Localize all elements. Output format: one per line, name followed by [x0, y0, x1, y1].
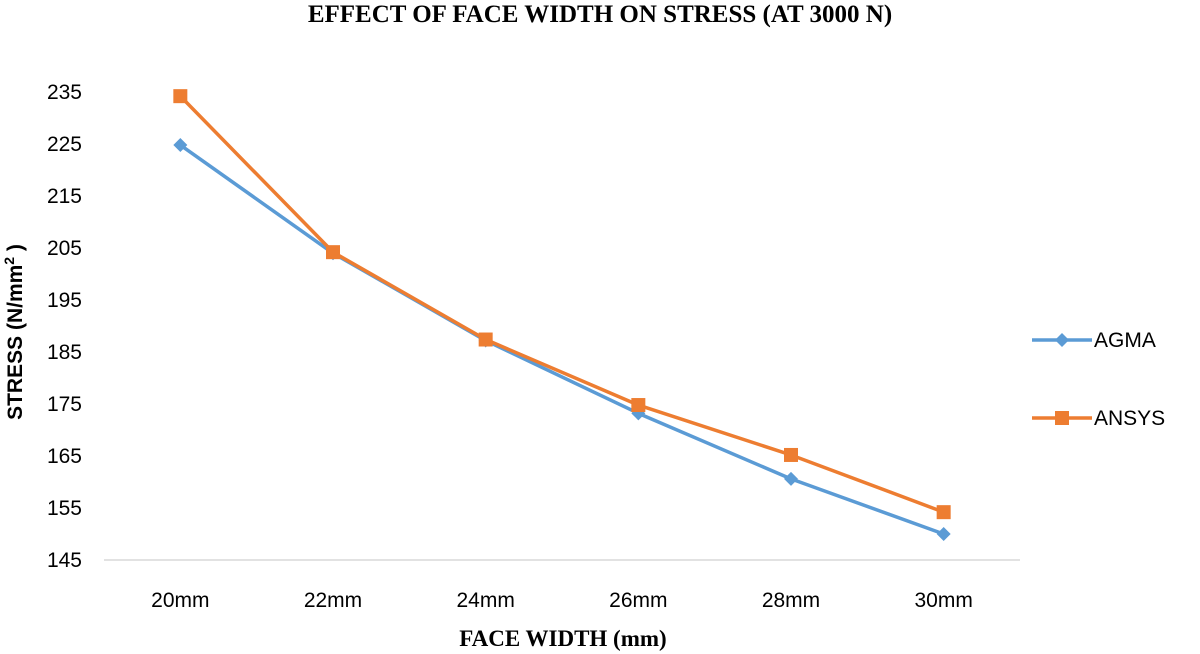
y-tick-label: 175 — [47, 393, 82, 416]
x-axis-label: FACE WIDTH (mm) — [459, 626, 666, 651]
x-tick-label: 26mm — [609, 589, 667, 612]
y-tick-label: 225 — [47, 133, 82, 156]
y-axis-label-close: ) — [4, 244, 27, 257]
x-axis-ticks: 20mm 22mm 24mm 26mm 28mm 30mm — [151, 589, 973, 612]
y-tick-label: 215 — [47, 185, 82, 208]
y-tick-label: 185 — [47, 341, 82, 364]
series-line — [179, 143, 945, 536]
y-axis-ticks: 145 155 165 175 185 195 205 215 225 235 — [47, 81, 82, 572]
series-line — [179, 94, 945, 514]
x-tick-label: 20mm — [151, 589, 209, 612]
y-axis-label-superscript: 2 — [1, 257, 17, 265]
data-point — [936, 527, 951, 541]
legend-marker — [1055, 411, 1069, 425]
x-tick-label: 28mm — [762, 589, 820, 612]
chart-title: EFFECT OF FACE WIDTH ON STRESS (AT 3000 … — [308, 1, 892, 28]
data-point — [173, 138, 188, 153]
data-point — [326, 245, 340, 260]
y-tick-label: 195 — [47, 289, 82, 312]
legend-item-ansys: ANSYS — [1032, 407, 1165, 430]
data-point — [936, 505, 951, 520]
x-tick-label: 22mm — [304, 589, 362, 612]
y-tick-label: 145 — [47, 549, 82, 572]
series-ansys — [173, 89, 951, 520]
series-agma — [173, 138, 951, 541]
data-point — [784, 447, 798, 462]
legend-marker — [1055, 333, 1069, 347]
x-tick-label: 30mm — [914, 589, 972, 612]
legend-label: ANSYS — [1094, 407, 1165, 430]
data-point — [631, 398, 646, 413]
legend-item-agma: AGMA — [1032, 329, 1156, 352]
data-point — [784, 471, 798, 486]
data-point — [478, 332, 493, 347]
y-axis-label-main: STRESS (N/mm — [4, 265, 27, 420]
y-tick-label: 165 — [47, 445, 82, 468]
legend: AGMA ANSYS — [1032, 329, 1165, 430]
y-tick-label: 155 — [47, 497, 82, 520]
y-tick-label: 235 — [47, 81, 82, 104]
x-tick-label: 24mm — [456, 589, 514, 612]
data-point — [173, 89, 188, 104]
series-layer — [173, 89, 951, 541]
legend-label: AGMA — [1094, 329, 1156, 352]
y-axis-label: STRESS (N/mm2 ) — [1, 244, 27, 420]
y-tick-label: 205 — [47, 237, 82, 260]
